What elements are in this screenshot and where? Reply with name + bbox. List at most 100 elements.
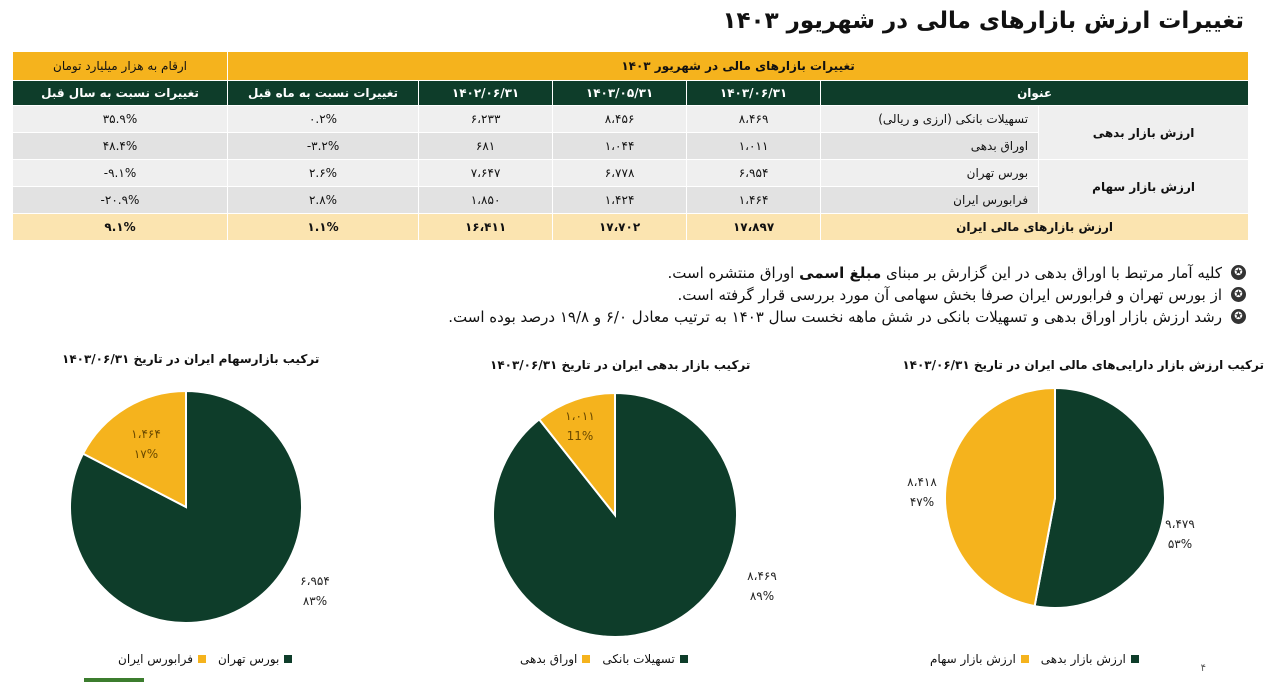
pie-chart-equity: ۶،۹۵۴ ۸۳% ۱،۴۶۴ ۱۷% xyxy=(69,389,330,624)
legend-swatch xyxy=(284,655,293,663)
cell: ۱،۴۲۴ xyxy=(552,186,688,214)
data-label-percent: ۱۷% xyxy=(134,447,158,461)
header-yoy-change: تغییرات نسبت به سال قبل xyxy=(12,80,228,106)
pie-slice xyxy=(944,386,1056,608)
data-label-value: ۹،۴۷۹ xyxy=(1165,517,1195,531)
row-label: بورس تهران xyxy=(820,159,1040,187)
pie-slice xyxy=(81,389,187,509)
cell: -۹.۱% xyxy=(12,159,228,187)
header-date-2: ۱۴۰۳/۰۵/۳۱ xyxy=(552,80,688,106)
cell: ۱،۰۴۴ xyxy=(552,132,688,160)
list-item: ✪ کلیه آمار مرتبط با اوراق بدهی در این گ… xyxy=(26,262,1246,284)
cell: ۱۷،۸۹۷ xyxy=(686,213,822,241)
pie-slice xyxy=(537,391,616,518)
pie-slice xyxy=(1033,386,1166,609)
legend-debt: تسهیلات بانکی اوراق بدهی xyxy=(520,652,688,666)
cell: ۱۶،۴۱۱ xyxy=(418,213,554,241)
data-label-percent: ۸۹% xyxy=(750,589,774,603)
table-row: ارزش بازار سهام بورس تهران ۶،۹۵۴ ۶،۷۷۸ ۷… xyxy=(12,159,1250,214)
cell: ۸،۴۶۹ xyxy=(686,105,822,133)
cell: ۶،۷۷۸ xyxy=(552,159,688,187)
chart-title-equity: ترکیب بازارسهام ایران در تاریخ ۱۴۰۳/۰۶/۳… xyxy=(62,352,320,366)
list-item: ✪ رشد ارزش بازار اوراق بدهی و تسهیلات با… xyxy=(26,306,1246,328)
data-label-value: ۱،۴۶۴ xyxy=(131,427,161,441)
cell: ۷،۶۴۷ xyxy=(418,159,554,187)
legend-swatch xyxy=(582,655,591,663)
legend-label: اوراق بدهی xyxy=(520,652,578,666)
legend-swatch xyxy=(1130,655,1139,663)
legend-item: ارزش بازار سهام xyxy=(930,652,1029,666)
legend-item: تسهیلات بانکی xyxy=(602,652,688,666)
pie-chart-debt: ۸،۴۶۹ ۸۹% ۱،۰۱۱ 11% xyxy=(492,391,777,638)
legend-assets: ارزش بازار بدهی ارزش بازار سهام xyxy=(930,652,1139,666)
total-label: ارزش بازارهای مالی ایران xyxy=(820,213,1250,241)
legend-label: ارزش بازار بدهی xyxy=(1040,652,1126,666)
table-header-row: عنوان ۱۴۰۳/۰۶/۳۱ ۱۴۰۳/۰۵/۳۱ ۱۴۰۲/۰۶/۳۱ ت… xyxy=(12,80,1250,106)
cell: ۶۸۱ xyxy=(418,132,554,160)
data-label-value: ۱،۰۱۱ xyxy=(565,409,595,423)
cell: ۱،۰۱۱ xyxy=(686,132,822,160)
chart-title-debt: ترکیب بازار بدهی ایران در تاریخ ۱۴۰۳/۰۶/… xyxy=(490,358,751,372)
cell: ۴۸.۴% xyxy=(12,132,228,160)
legend-swatch xyxy=(679,655,688,663)
star-bullet-icon: ✪ xyxy=(1231,265,1246,280)
row-label: فرابورس ایران xyxy=(820,186,1040,214)
data-label-percent: ۴۷% xyxy=(910,495,934,509)
legend-label: فرابورس ایران xyxy=(118,652,193,666)
notes-list: ✪ کلیه آمار مرتبط با اوراق بدهی در این گ… xyxy=(26,262,1246,328)
cell: ۰.۲% xyxy=(226,105,420,133)
cell: ۱.۱% xyxy=(226,213,420,241)
data-label-percent: ۸۳% xyxy=(303,594,327,608)
legend-swatch xyxy=(1020,655,1029,663)
row-label: تسهیلات بانکی (ارزی و ریالی) xyxy=(820,105,1040,133)
note-text: کلیه آمار مرتبط با اوراق بدهی در این گزا… xyxy=(881,264,1222,282)
list-item: ✪ از بورس تهران و فرابورس ایران صرفا بخش… xyxy=(26,284,1246,306)
cell: ۸،۴۵۶ xyxy=(552,105,688,133)
cell: ۱،۴۶۴ xyxy=(686,186,822,214)
legend-equity: بورس تهران فرابورس ایران xyxy=(118,652,293,666)
note-text: اوراق منتشره است. xyxy=(667,264,800,282)
cell: -۲۰.۹% xyxy=(12,186,228,214)
group-label-equity: ارزش بازار سهام xyxy=(1038,159,1250,214)
chart-title-assets: ترکیب ارزش بازار دارایی‌های مالی ایران د… xyxy=(902,358,1264,372)
star-bullet-icon: ✪ xyxy=(1231,287,1246,302)
note-bold-text: مبلغ اسمی xyxy=(799,264,882,282)
data-label-value: ۸،۴۱۸ xyxy=(907,475,937,489)
total-row: ارزش بازارهای مالی ایران ۱۷،۸۹۷ ۱۷،۷۰۲ ۱… xyxy=(12,213,1250,241)
cell: ۲.۸% xyxy=(226,186,420,214)
data-label-percent: 11% xyxy=(567,429,594,443)
header-mom-change: تغییرات نسبت به ماه قبل xyxy=(226,80,420,106)
star-bullet-icon: ✪ xyxy=(1231,309,1246,324)
legend-label: تسهیلات بانکی xyxy=(602,652,675,666)
pie-chart-assets: ۹،۴۷۹ ۵۳% ۸،۴۱۸ ۴۷% xyxy=(907,386,1195,609)
legend-label: بورس تهران xyxy=(217,652,280,666)
legend-item: فرابورس ایران xyxy=(118,652,206,666)
footer-bar xyxy=(84,678,144,682)
legend-swatch xyxy=(197,655,206,663)
cell: ۶،۲۳۳ xyxy=(418,105,554,133)
financial-markets-table: تغییرات بازارهای مالی در شهریور ۱۴۰۳ ارق… xyxy=(12,51,1250,241)
cell: ۱،۸۵۰ xyxy=(418,186,554,214)
cell: ۱۷،۷۰۲ xyxy=(552,213,688,241)
table-row: ارزش بازار بدهی تسهیلات بانکی (ارزی و ری… xyxy=(12,105,1250,160)
table-row: اوراق بدهی ۱،۰۱۱ ۱،۰۴۴ ۶۸۱ -۳.۲% ۴۸.۴% xyxy=(12,132,1249,160)
group-label-debt: ارزش بازار بدهی xyxy=(1038,105,1250,160)
cell: ۹.۱% xyxy=(12,213,228,241)
legend-item: اوراق بدهی xyxy=(520,652,591,666)
table-row: فرابورس ایران ۱،۴۶۴ ۱،۴۲۴ ۱،۸۵۰ ۲.۸% -۲۰… xyxy=(12,186,1249,214)
data-label-value: ۶،۹۵۴ xyxy=(300,574,330,588)
data-label-value: ۸،۴۶۹ xyxy=(747,569,777,583)
cell: -۳.۲% xyxy=(226,132,420,160)
legend-item: بورس تهران xyxy=(217,652,293,666)
page-title: تغییرات ارزش بازارهای مالی در شهریور ۱۴۰… xyxy=(722,8,1244,34)
legend-label: ارزش بازار سهام xyxy=(930,652,1016,666)
table-band-title: تغییرات بازارهای مالی در شهریور ۱۴۰۳ xyxy=(226,51,1250,81)
header-date-1: ۱۴۰۳/۰۶/۳۱ xyxy=(686,80,822,106)
cell: ۳۵.۹% xyxy=(12,105,228,133)
note-text: رشد ارزش بازار اوراق بدهی و تسهیلات بانک… xyxy=(448,308,1222,326)
header-title: عنوان xyxy=(820,80,1250,106)
note-text: از بورس تهران و فرابورس ایران صرفا بخش س… xyxy=(677,286,1222,304)
unit-note: ارقام به هزار میلیارد تومان xyxy=(12,51,228,81)
page-number: ۴ xyxy=(1200,663,1206,674)
data-label-percent: ۵۳% xyxy=(1168,537,1192,551)
